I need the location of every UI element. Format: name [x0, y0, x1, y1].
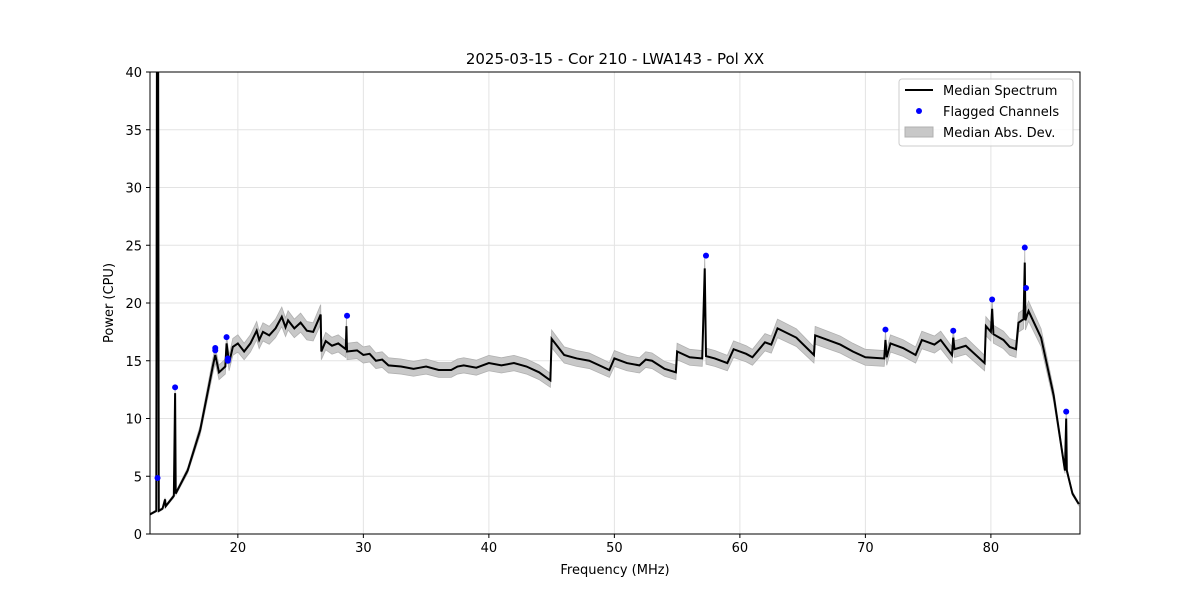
flagged-channel-point [223, 334, 230, 341]
x-tick-label: 50 [606, 541, 623, 556]
flagged-channel-point [1063, 408, 1070, 415]
y-tick-label: 20 [125, 297, 142, 312]
flagged-channel-point [172, 384, 179, 391]
y-tick-label: 15 [125, 355, 142, 370]
legend-mad: Median Abs. Dev. [943, 126, 1055, 141]
median-spectrum-line [150, 72, 1080, 516]
x-tick-label: 30 [355, 541, 372, 556]
grid [150, 71, 1080, 535]
flagged-channel-point [212, 347, 219, 354]
flagged-channel-point [154, 474, 161, 481]
legend-dot-swatch [916, 108, 922, 114]
x-tick-label: 40 [481, 541, 498, 556]
flagged-channel-point [1021, 244, 1028, 251]
mad-band [150, 72, 1080, 516]
flagged-channel-point [950, 327, 957, 334]
x-tick-label: 20 [230, 541, 247, 556]
x-tick-label: 70 [857, 541, 874, 556]
y-axis-label: Power (CPU) [102, 263, 117, 343]
flagged-channel-point [989, 296, 996, 303]
chart-title: 2025-03-15 - Cor 210 - LWA143 - Pol XX [466, 50, 764, 68]
flagged-channel-point [882, 326, 889, 333]
x-axis-label: Frequency (MHz) [560, 563, 669, 578]
y-tick-label: 0 [134, 528, 142, 543]
y-tick-label: 5 [134, 470, 142, 485]
legend-median: Median Spectrum [943, 84, 1057, 99]
legend: Median Spectrum Flagged Channels Median … [898, 78, 1074, 147]
legend-flagged: Flagged Channels [943, 105, 1059, 120]
y-tick-label: 30 [125, 182, 142, 197]
flagged-channel-point [344, 312, 351, 319]
y-tick-label: 40 [125, 66, 142, 81]
y-tick-label: 35 [125, 124, 142, 139]
axis-ticks: 20 30 40 50 60 70 80 0 5 10 15 20 25 30 35 40 [125, 66, 999, 556]
legend-band-swatch [904, 126, 934, 138]
x-tick-label: 80 [983, 541, 1000, 556]
flagged-channel-point [702, 252, 709, 259]
flagged-points [154, 244, 1070, 481]
y-tick-label: 25 [125, 239, 142, 254]
flagged-channel-point [224, 357, 231, 364]
x-tick-label: 60 [732, 541, 749, 556]
y-tick-label: 10 [125, 413, 142, 428]
flagged-channel-point [1023, 284, 1030, 291]
